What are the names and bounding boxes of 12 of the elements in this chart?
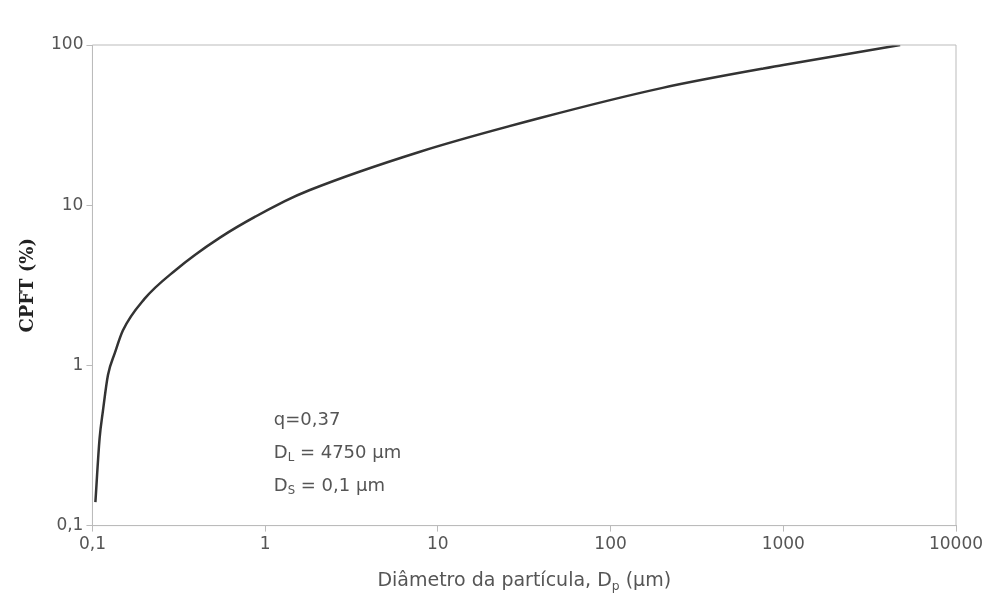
x-tick-label: 10 [427, 533, 449, 554]
x-tick-label: 0,1 [78, 533, 106, 554]
y-tick-label: 10 [61, 193, 84, 214]
y-tick-label: 1 [72, 353, 84, 374]
annotation: q=0,37 [273, 407, 341, 429]
x-tick-label: 1000 [761, 533, 805, 554]
x-tick-label: 1 [259, 533, 271, 554]
y-tick-label: 0,1 [56, 514, 84, 535]
x-tick-label: 100 [594, 533, 627, 554]
y-tick-label: 100 [50, 33, 84, 54]
y-axis-title: CPFT (%) [15, 238, 37, 333]
x-tick-label: 10000 [928, 533, 984, 554]
